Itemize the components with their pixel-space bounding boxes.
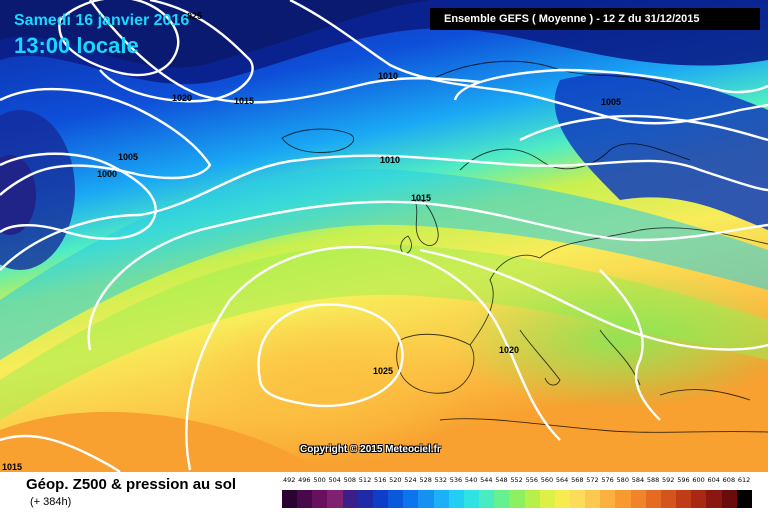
color-scale-tick: 560 [540, 476, 554, 484]
color-scale-tick: 572 [586, 476, 599, 484]
color-swatch [691, 490, 707, 508]
color-scale-tick: 576 [601, 476, 614, 484]
isobar-label: 1015 [411, 193, 431, 203]
color-scale-tick: 556 [525, 476, 538, 484]
color-scale-tick: 568 [571, 476, 584, 484]
cyan-band [0, 168, 768, 360]
color-scale-tick: 536 [449, 476, 463, 484]
color-swatch [357, 490, 373, 508]
color-swatch [660, 490, 677, 508]
color-scale-tick: 552 [510, 476, 523, 484]
color-swatch [645, 490, 661, 508]
isobar-label: 1000 [97, 169, 117, 179]
isobars [0, 0, 768, 472]
isobar-label: 1010 [378, 71, 398, 81]
color-scale-tick: 608 [722, 476, 736, 484]
color-swatch [388, 490, 404, 508]
color-scale-tick: 544 [480, 476, 493, 484]
color-scale-tick: 584 [631, 476, 645, 484]
color-scale-tick: 528 [419, 476, 432, 484]
coastlines [281, 60, 768, 433]
color-swatch [282, 490, 298, 508]
color-scale-tick: 600 [692, 476, 705, 484]
isobar-label: 1005 [601, 97, 621, 107]
warm-south [0, 411, 320, 472]
color-scale-tick: 492 [283, 476, 296, 484]
color-swatch [509, 490, 525, 508]
color-scale-tick: 504 [328, 476, 341, 484]
color-swatch [585, 490, 601, 508]
color-scale-tick: 520 [389, 476, 402, 484]
isobar-label: 1025 [373, 366, 393, 376]
color-scale-tick: 588 [646, 476, 660, 484]
color-swatch [479, 490, 495, 508]
color-swatch [676, 490, 692, 508]
color-swatch [372, 490, 389, 508]
color-scale-swatches [282, 490, 752, 508]
color-swatch [736, 490, 752, 508]
color-scale-tick: 508 [343, 476, 357, 484]
color-scale-tick: 516 [373, 476, 387, 484]
color-scale-tick: 612 [737, 476, 751, 484]
color-scale-tick: 540 [464, 476, 478, 484]
color-scale-tick: 548 [495, 476, 508, 484]
color-swatch [539, 490, 555, 508]
color-swatch [600, 490, 616, 508]
color-scale-tick: 580 [616, 476, 629, 484]
color-scale-tick: 500 [313, 476, 326, 484]
color-swatch [327, 490, 343, 508]
color-swatch [418, 490, 434, 508]
color-scale-tick: 592 [662, 476, 675, 484]
color-swatch [615, 490, 631, 508]
green-europe [450, 270, 768, 410]
isobar-label: 1020 [172, 93, 192, 103]
color-scale: 492 496 500 504 508 512 516 520 524 528 532 536 540 5… [282, 476, 752, 508]
north-east-trough [554, 73, 768, 230]
color-swatch [630, 490, 646, 508]
isobar-label: 1015 [234, 96, 254, 106]
color-scale-tick: 524 [404, 476, 417, 484]
color-scale-tick: 496 [298, 476, 311, 484]
run-info: Ensemble GEFS ( Moyenne ) - 12 Z du 31/1… [430, 8, 760, 30]
color-swatch [463, 490, 480, 508]
legend-panel: Géop. Z500 & pression au sol (+ 384h) 49… [0, 472, 768, 512]
isobar-label: 1010 [380, 155, 400, 165]
color-swatch [312, 490, 328, 508]
color-swatch [403, 490, 419, 508]
lead-time: (+ 384h) [30, 496, 72, 508]
deep-low-band [0, 0, 430, 68]
color-swatch [433, 490, 449, 508]
isobar-labels: 1025 1020 1015 1010 1005 1000 1010 1015 … [2, 11, 621, 472]
field-title: Géop. Z500 & pression au sol [26, 476, 237, 493]
color-scale-tick: 512 [358, 476, 372, 484]
isobar-label: 1020 [499, 345, 519, 355]
color-scale-ticks: 492 496 500 504 508 512 516 520 524 528 532 536 540 5… [282, 476, 752, 490]
color-swatch [569, 490, 586, 508]
color-swatch [494, 490, 510, 508]
valid-time: 13:00 locale [14, 33, 139, 58]
color-swatch [342, 490, 358, 508]
color-scale-tick: 604 [707, 476, 720, 484]
geopotential-map: 1025 1020 1015 1010 1005 1000 1010 1015 … [0, 0, 768, 472]
isobar-label: 1005 [118, 152, 138, 162]
copyright-notice: Copyright © 2015 Meteociel.fr [300, 444, 441, 455]
color-swatch [721, 490, 737, 508]
isobar-label: 1025 [182, 11, 202, 21]
isobar-label: 1015 [2, 462, 22, 472]
color-swatch [554, 490, 570, 508]
color-scale-tick: 532 [434, 476, 448, 484]
color-scale-tick: 564 [555, 476, 569, 484]
color-swatch [524, 490, 540, 508]
valid-date: Samedi 16 janvier 2016 [14, 12, 190, 29]
color-scale-tick: 596 [677, 476, 690, 484]
warm-ridge [170, 310, 470, 470]
color-swatch [706, 490, 722, 508]
color-swatch [448, 490, 464, 508]
color-swatch [297, 490, 313, 508]
